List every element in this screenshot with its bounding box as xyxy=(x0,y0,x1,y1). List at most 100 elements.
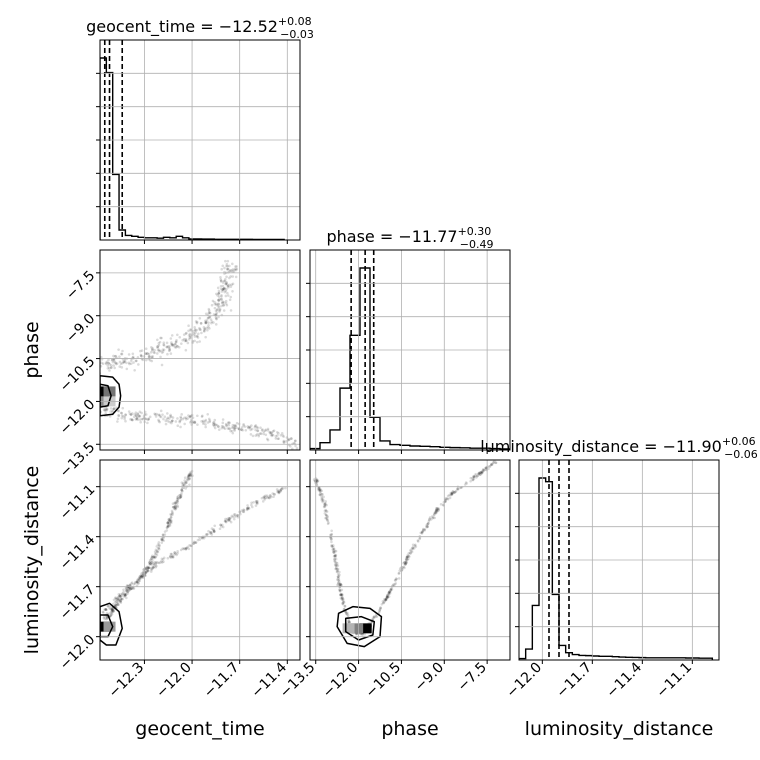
sample-point xyxy=(210,303,214,307)
sample-point xyxy=(383,600,386,603)
sample-point xyxy=(436,507,440,510)
sample-point xyxy=(222,304,225,307)
sample-point xyxy=(150,557,153,560)
sample-point xyxy=(101,610,105,614)
sample-point xyxy=(395,577,399,581)
sample-point xyxy=(112,407,115,411)
sample-point xyxy=(250,501,253,505)
sample-point xyxy=(112,407,116,410)
sample-point xyxy=(153,556,156,560)
sample-point xyxy=(152,562,156,565)
sample-point xyxy=(490,463,493,466)
sample-point xyxy=(342,600,346,604)
sample-point xyxy=(347,620,351,623)
sample-point xyxy=(221,281,225,284)
sample-point xyxy=(227,268,230,271)
sample-point xyxy=(171,502,175,506)
sample-point xyxy=(173,551,176,554)
sample-point xyxy=(202,329,206,332)
sample-point xyxy=(116,603,119,606)
sample-point xyxy=(148,558,152,562)
sample-point xyxy=(171,416,175,419)
sample-point xyxy=(316,487,320,491)
sample-point xyxy=(161,350,165,353)
sample-point xyxy=(335,567,339,571)
sample-point xyxy=(135,580,139,584)
sample-point xyxy=(198,316,202,320)
sample-point xyxy=(207,325,210,329)
sample-point xyxy=(110,608,114,612)
sample-point xyxy=(225,287,228,291)
sample-point xyxy=(214,313,218,316)
sample-point xyxy=(188,474,191,478)
sample-point xyxy=(246,507,249,510)
sample-point xyxy=(224,520,228,524)
sample-point xyxy=(124,588,128,592)
sample-point xyxy=(454,489,458,493)
sample-point xyxy=(144,347,148,351)
sample-point xyxy=(214,323,218,326)
sample-point xyxy=(264,433,268,437)
sample-point xyxy=(494,461,498,465)
sample-point xyxy=(155,549,159,553)
sample-point xyxy=(124,594,127,597)
sample-point xyxy=(173,501,177,504)
sample-point xyxy=(222,426,226,429)
sample-point xyxy=(428,516,432,519)
sample-point xyxy=(111,609,114,612)
sample-point xyxy=(110,607,114,611)
sample-point xyxy=(184,546,188,550)
sample-point xyxy=(186,476,190,480)
sample-point xyxy=(323,501,327,505)
sample-point xyxy=(418,536,422,540)
sample-point xyxy=(223,279,227,283)
sample-point xyxy=(215,302,218,306)
sample-point xyxy=(193,420,197,424)
sample-point xyxy=(185,481,188,485)
sample-point xyxy=(388,590,392,594)
sample-point xyxy=(195,340,199,344)
sample-point xyxy=(160,538,163,542)
y-tick-label: −7.5 xyxy=(63,268,98,303)
sample-point xyxy=(133,415,136,419)
sample-point xyxy=(431,516,435,520)
sample-point xyxy=(112,359,116,362)
sample-point xyxy=(121,592,124,595)
sample-point xyxy=(169,352,173,355)
sample-point xyxy=(159,349,162,353)
sample-point xyxy=(255,425,259,429)
sample-point xyxy=(181,417,185,421)
sample-point xyxy=(271,429,275,433)
sample-point xyxy=(118,595,122,598)
sample-point xyxy=(118,600,122,603)
sample-point xyxy=(250,424,253,427)
sample-point xyxy=(140,572,143,575)
sample-point xyxy=(176,497,180,500)
sample-point xyxy=(339,593,342,597)
sample-point xyxy=(232,270,236,273)
sample-point xyxy=(436,509,440,513)
sample-point xyxy=(482,469,486,472)
sample-point xyxy=(117,348,120,351)
hist-phase: phase = −11.77+0.30 −0.49 xyxy=(306,225,511,454)
sample-point xyxy=(213,302,217,306)
sample-point xyxy=(493,460,496,463)
sample-point xyxy=(199,328,202,331)
sample-point xyxy=(156,346,159,350)
x-axis-label: luminosity_distance xyxy=(525,718,714,740)
sample-point xyxy=(184,416,188,419)
x-tick-label: −11.1 xyxy=(654,660,696,702)
sample-point xyxy=(101,362,105,366)
sample-point xyxy=(428,518,431,522)
sample-point xyxy=(194,320,198,323)
sample-point xyxy=(184,332,188,335)
sample-point xyxy=(117,592,121,596)
sample-point xyxy=(100,364,103,368)
sample-point xyxy=(261,428,264,431)
y-tick-label: −12.0 xyxy=(57,632,99,674)
sample-point xyxy=(212,530,216,534)
x-tick-label: −12.3 xyxy=(106,660,148,702)
sample-point xyxy=(169,337,173,340)
sample-point xyxy=(167,525,170,529)
sample-point xyxy=(204,321,207,324)
